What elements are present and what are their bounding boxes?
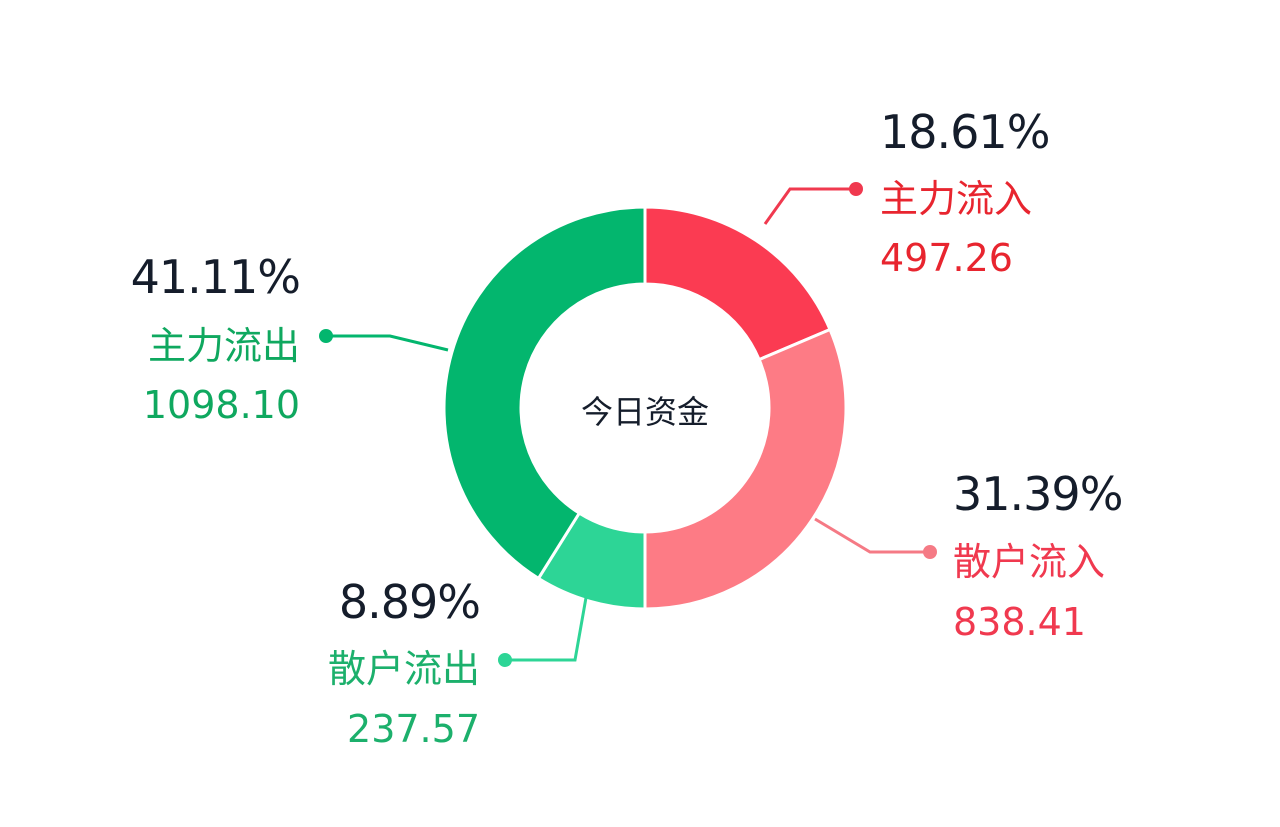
slice-percent-label: 41.11% — [131, 250, 300, 304]
slice-value-label: 1098.10 — [143, 383, 300, 427]
slice-name-label: 散户流入 — [953, 540, 1105, 584]
leader-line — [326, 334, 449, 352]
slice-percent-label: 31.39% — [953, 467, 1122, 521]
center-label: 今日资金 — [581, 393, 709, 431]
leader-dot — [849, 182, 863, 196]
slice-value-label: 497.26 — [880, 236, 1013, 280]
leader-dot — [498, 653, 512, 667]
slice-name-label: 主力流出 — [148, 324, 300, 368]
leader-dot — [319, 329, 333, 343]
leader-line — [763, 187, 856, 225]
leader-lines — [319, 182, 937, 667]
slice-percent-label: 18.61% — [880, 105, 1049, 159]
slice-value-label: 237.57 — [347, 707, 480, 751]
slice-name-label: 散户流出 — [328, 647, 480, 691]
leader-dot — [923, 545, 937, 559]
slice-labels: 18.61% 主力流入 497.26 31.39% 散户流入 838.41 8.89% 散户流… — [131, 105, 1124, 751]
donut-slice — [643, 328, 848, 611]
slice-percent-label: 8.89% — [339, 575, 480, 629]
slice-value-label: 838.41 — [953, 600, 1086, 644]
leader-line — [505, 591, 589, 662]
donut-slice — [442, 205, 647, 580]
donut-slices — [442, 205, 848, 611]
slice-name-label: 主力流入 — [880, 177, 1032, 221]
donut-slice — [643, 205, 832, 362]
leader-line — [814, 517, 930, 554]
